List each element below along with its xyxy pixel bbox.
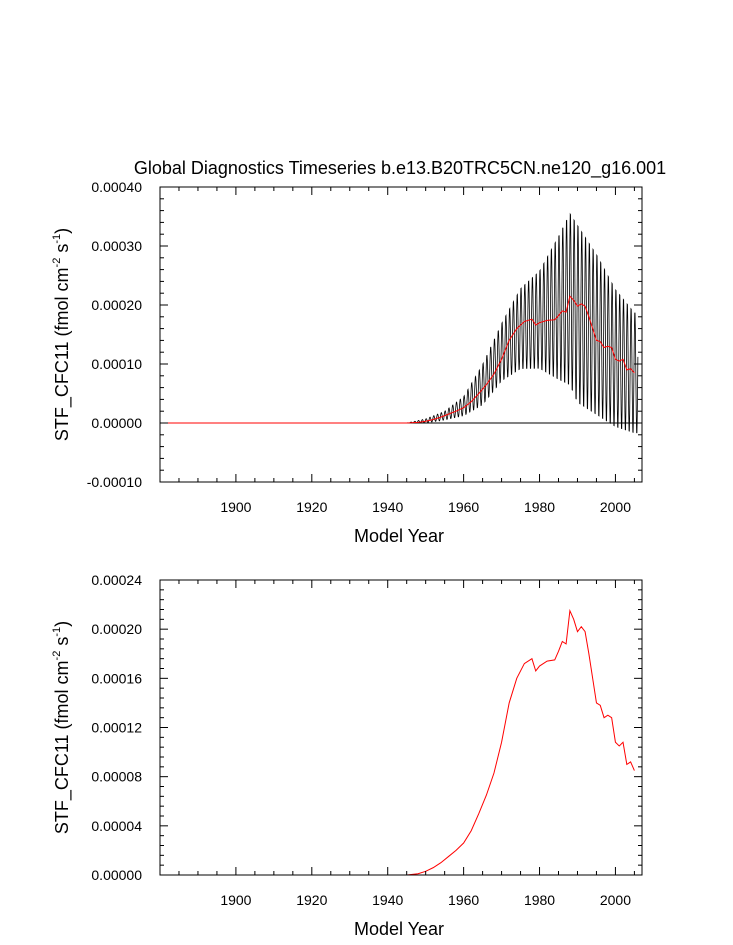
y-tick-label: 0.00020	[91, 621, 142, 637]
x-tick-label: 1920	[296, 892, 327, 908]
bottom-panel: 1900 1920 1940 1960 1980 2000 0.00000 0.00004 0.…	[51, 572, 643, 939]
y-axis-title-part: STF_CFC11 (fmol cm	[52, 267, 73, 441]
x-tick-label: 2000	[600, 499, 631, 515]
plot-frame	[159, 579, 643, 876]
y-axis-title-part: -2	[51, 258, 63, 268]
y-axis-title-part: s	[52, 244, 72, 258]
x-tick-label: 2000	[600, 892, 631, 908]
x-tick-label: 1940	[372, 499, 403, 515]
x-tick-label: 1900	[220, 892, 251, 908]
y-axis-title-part: -2	[51, 651, 63, 661]
y-axis-title: STF_CFC11 (fmol cm-2 s-1)	[51, 228, 73, 441]
y-tick-label: 0.00008	[91, 769, 142, 785]
y-tick-label: 0.00000	[91, 867, 142, 883]
x-axis-title: Model Year	[354, 526, 444, 546]
x-tick-label: 1940	[372, 892, 403, 908]
y-axis-title: STF_CFC11 (fmol cm-2 s-1)	[51, 621, 73, 834]
x-tick-label: 1960	[448, 499, 479, 515]
y-tick-label: 0.00016	[91, 670, 142, 686]
y-tick-label: 0.00010	[91, 356, 142, 372]
y-axis-title-part: )	[52, 621, 72, 627]
y-tick-label: 0.00030	[91, 238, 142, 254]
annual-mean-series-line	[160, 608, 635, 876]
y-tick-label: -0.00010	[87, 474, 142, 490]
x-tick-label: 1960	[448, 892, 479, 908]
y-axis-title-part: -1	[51, 234, 63, 244]
monthly-series-line	[160, 212, 639, 434]
annual-mean-series-line	[160, 295, 635, 424]
top-panel: 1900 1920 1940 1960 1980 2000 -0.00010 0.00000 0…	[51, 179, 643, 546]
y-axis-title-part: )	[52, 228, 72, 234]
y-axis-title-part: s	[52, 637, 72, 651]
y-tick-label: 0.00040	[91, 179, 142, 195]
y-tick-label: 0.00024	[91, 572, 142, 588]
x-tick-label: 1920	[296, 499, 327, 515]
y-axis-title-part: STF_CFC11 (fmol cm	[52, 660, 73, 834]
y-tick-label: 0.00000	[91, 415, 142, 431]
x-axis-title: Model Year	[354, 919, 444, 939]
x-tick-label: 1980	[524, 892, 555, 908]
x-tick-label: 1900	[220, 499, 251, 515]
chart-title: Global Diagnostics Timeseries b.e13.B20T…	[134, 158, 666, 179]
plot-frame	[159, 186, 643, 483]
y-tick-label: 0.00004	[91, 818, 142, 834]
y-tick-label: 0.00020	[91, 297, 142, 313]
x-tick-label: 1980	[524, 499, 555, 515]
y-tick-label: 0.00012	[91, 720, 142, 736]
y-axis-title-part: -1	[51, 627, 63, 637]
